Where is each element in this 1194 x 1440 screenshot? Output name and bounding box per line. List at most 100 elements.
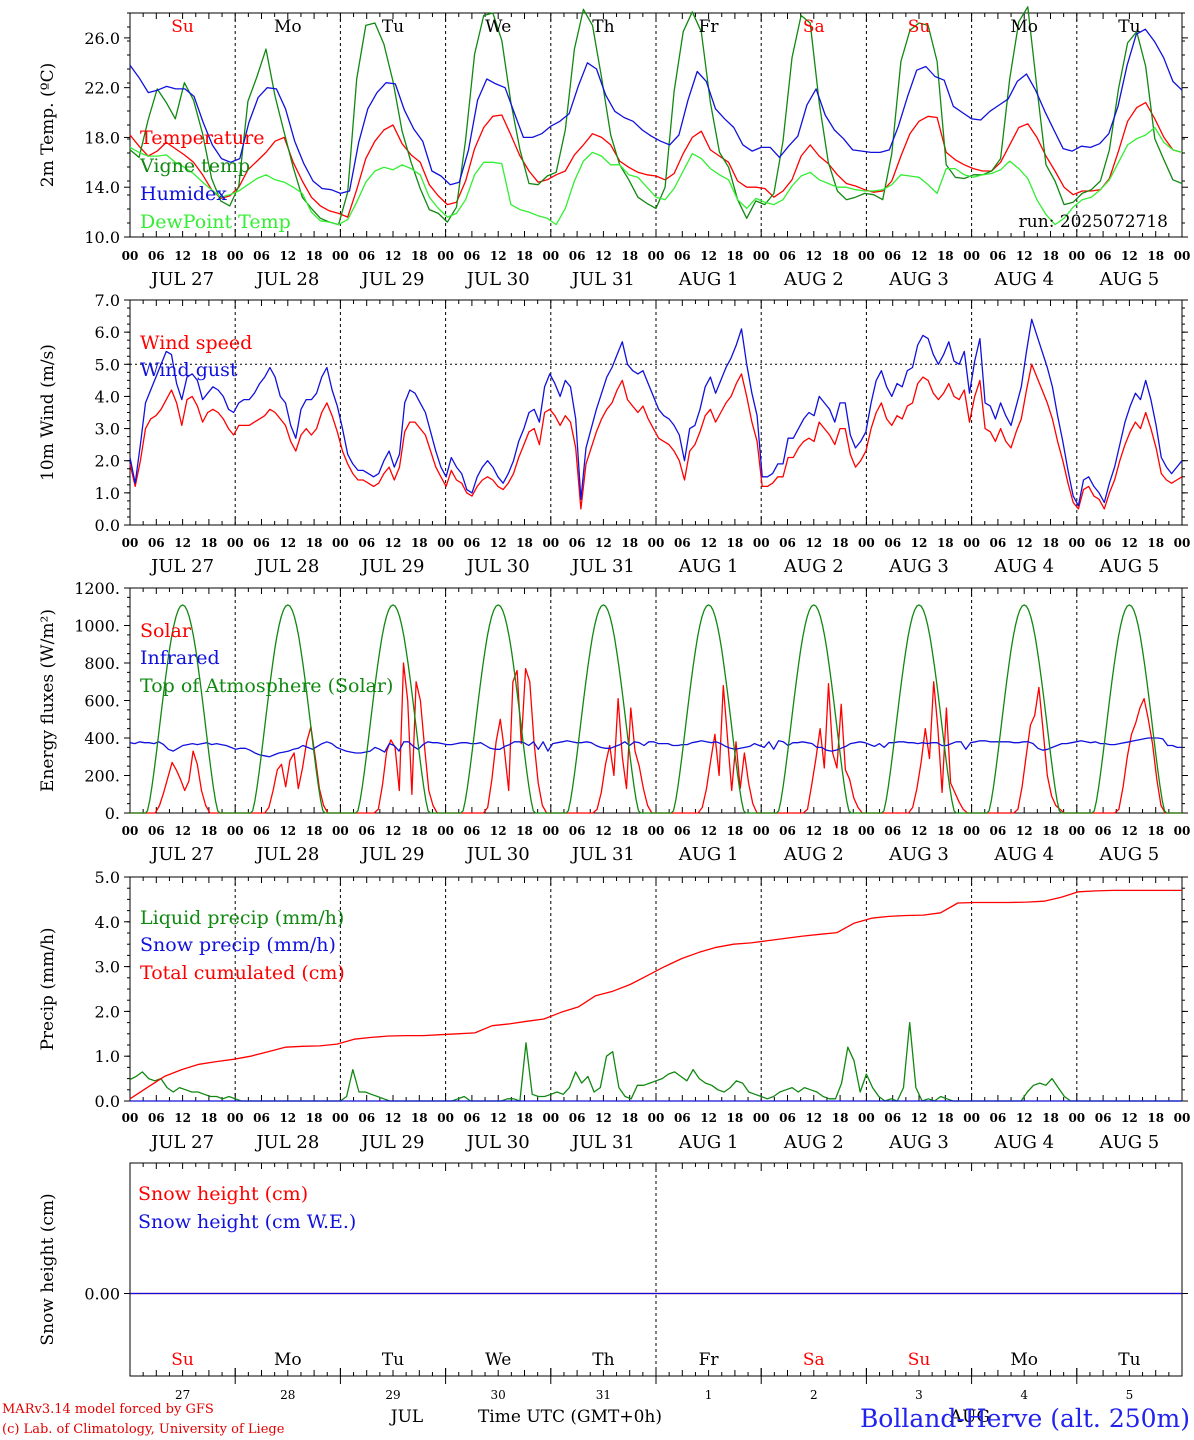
legend-entry: Humidex [140, 183, 227, 205]
y-axis-title: Precip (mm/h) [38, 927, 58, 1050]
hour-tick-label: 12 [174, 1111, 191, 1125]
hour-tick-label: 18 [411, 824, 428, 838]
hour-tick-label: 12 [1016, 824, 1033, 838]
hour-tick-label: 18 [832, 1111, 849, 1125]
footer-model-credit: MARv3.14 model forced by GFS [2, 1402, 214, 1417]
hour-tick-label: 18 [621, 824, 638, 838]
day-number-label: 30 [491, 1388, 506, 1402]
hour-tick-label: 12 [805, 536, 822, 550]
legend-entry: Solar [140, 620, 192, 642]
hour-tick-label: 06 [253, 249, 270, 263]
hour-tick-label: 06 [884, 824, 901, 838]
date-label: AUG 5 [1099, 269, 1160, 290]
hour-tick-label: 00 [437, 536, 454, 550]
hour-tick-label: 06 [358, 249, 375, 263]
panel-4: 0.0 1.0 2.0 3.0 4.0 5.0 Precip (mm/h) Liquid pr… [38, 868, 1190, 1153]
hour-tick-label: 00 [858, 1111, 875, 1125]
date-label: AUG 5 [1099, 844, 1160, 865]
hour-tick-label: 00 [122, 536, 139, 550]
date-label: JUL 28 [254, 556, 319, 577]
date-label: AUG 3 [888, 844, 949, 865]
legend-entry: Top of Atmosphere (Solar) [140, 675, 393, 697]
y-tick-label: 5.0 [95, 868, 120, 887]
hour-tick-label: 18 [306, 824, 323, 838]
x-axis: 00 06 12 18 00 06 12 18 00 06 12 18 00 06 12 18 00 06 12 18… [122, 824, 1191, 865]
footer-month-aug: AUG [949, 1407, 990, 1427]
y-tick-label: 4.0 [95, 387, 120, 406]
hour-tick-label: 18 [201, 249, 218, 263]
hour-tick-label: 06 [464, 1111, 481, 1125]
y-tick-label: 1.0 [95, 484, 120, 503]
date-label: AUG 3 [888, 269, 949, 290]
hour-tick-label: 00 [963, 536, 980, 550]
series-wind-speed [129, 363, 1183, 510]
date-label: AUG 3 [888, 556, 949, 577]
date-label: JUL 29 [360, 1132, 425, 1153]
legend: Temperature Vigne temp Humidex DewPoint Tem… [139, 127, 291, 233]
series-humidex [129, 28, 1183, 195]
y-tick-label: 0.0 [95, 1092, 120, 1111]
run-label: run: 2025072718 [1019, 212, 1168, 232]
y-tick-label: 3.0 [95, 958, 120, 977]
legend-entry: Total cumulated (cm) [140, 962, 345, 984]
y-tick-label: 22.0 [84, 79, 120, 98]
hour-tick-label: 18 [937, 249, 954, 263]
weekday-label: Su [908, 17, 931, 37]
series-temperature [129, 101, 1183, 218]
series-group [129, 889, 1182, 1102]
y-axis: 10.0 14.0 18.0 22.0 26.0 [84, 12, 1188, 247]
y-tick-label: 400. [84, 729, 120, 748]
hour-tick-label: 06 [1095, 249, 1112, 263]
hour-tick-label: 06 [674, 249, 691, 263]
hour-tick-label: 12 [174, 824, 191, 838]
weekday-label: Mo [274, 17, 302, 37]
y-tick-label: 26.0 [84, 29, 120, 48]
hour-tick-label: 00 [332, 536, 349, 550]
day-number-label: 2 [810, 1388, 818, 1402]
hour-tick-label: 06 [990, 536, 1007, 550]
hour-tick-label: 18 [727, 1111, 744, 1125]
weekday-label: Mo [1010, 17, 1038, 37]
day-number-label: 27 [175, 1388, 190, 1402]
hour-tick-label: 12 [911, 249, 928, 263]
legend-entry: Liquid precip (mm/h) [140, 907, 344, 929]
weekday-label: Mo [1010, 1350, 1038, 1370]
hour-tick-label: 18 [411, 1111, 428, 1125]
footer-month-jul: JUL [389, 1407, 423, 1427]
hour-tick-label: 12 [385, 536, 402, 550]
hour-tick-label: 00 [437, 249, 454, 263]
hour-tick-label: 00 [858, 824, 875, 838]
date-label: AUG 2 [783, 1132, 844, 1153]
hour-tick-label: 18 [516, 824, 533, 838]
legend-entry: Snow precip (mm/h) [140, 934, 336, 956]
hour-tick-label: 18 [1147, 249, 1164, 263]
date-label: JUL 29 [360, 844, 425, 865]
weekday-label: Th [592, 17, 614, 37]
hour-tick-label: 12 [385, 1111, 402, 1125]
date-label: AUG 5 [1099, 556, 1160, 577]
hour-tick-label: 00 [753, 1111, 770, 1125]
y-tick-label: 800. [84, 654, 120, 673]
date-label: AUG 4 [993, 269, 1054, 290]
hour-tick-label: 06 [1095, 824, 1112, 838]
date-label: JUL 29 [360, 269, 425, 290]
hour-tick-label: 00 [227, 1111, 244, 1125]
weekday-label: Tu [1118, 1350, 1140, 1370]
hour-tick-label: 06 [569, 824, 586, 838]
hour-tick-label: 00 [1068, 1111, 1085, 1125]
hour-tick-label: 00 [753, 536, 770, 550]
y-tick-label: 2.0 [95, 1002, 120, 1021]
hour-tick-label: 06 [1095, 1111, 1112, 1125]
y-tick-label: 0.0 [95, 516, 120, 535]
hour-tick-label: 06 [358, 1111, 375, 1125]
day-number-label: 4 [1020, 1388, 1028, 1402]
panel-2: 0.0 1.0 2.0 3.0 4.0 5.0 6.0 7.0 10m Wind (m/s) Wi… [38, 291, 1190, 577]
y-tick-label: 0.00 [84, 1285, 120, 1304]
hour-tick-label: 18 [516, 249, 533, 263]
y-tick-label: 14.0 [84, 178, 120, 197]
date-label: JUL 27 [149, 269, 214, 290]
hour-tick-label: 00 [122, 824, 139, 838]
weekday-label: Tu [382, 1350, 404, 1370]
hour-tick-label: 18 [411, 249, 428, 263]
time-axis-label: Time UTC (GMT+0h) [478, 1407, 662, 1427]
